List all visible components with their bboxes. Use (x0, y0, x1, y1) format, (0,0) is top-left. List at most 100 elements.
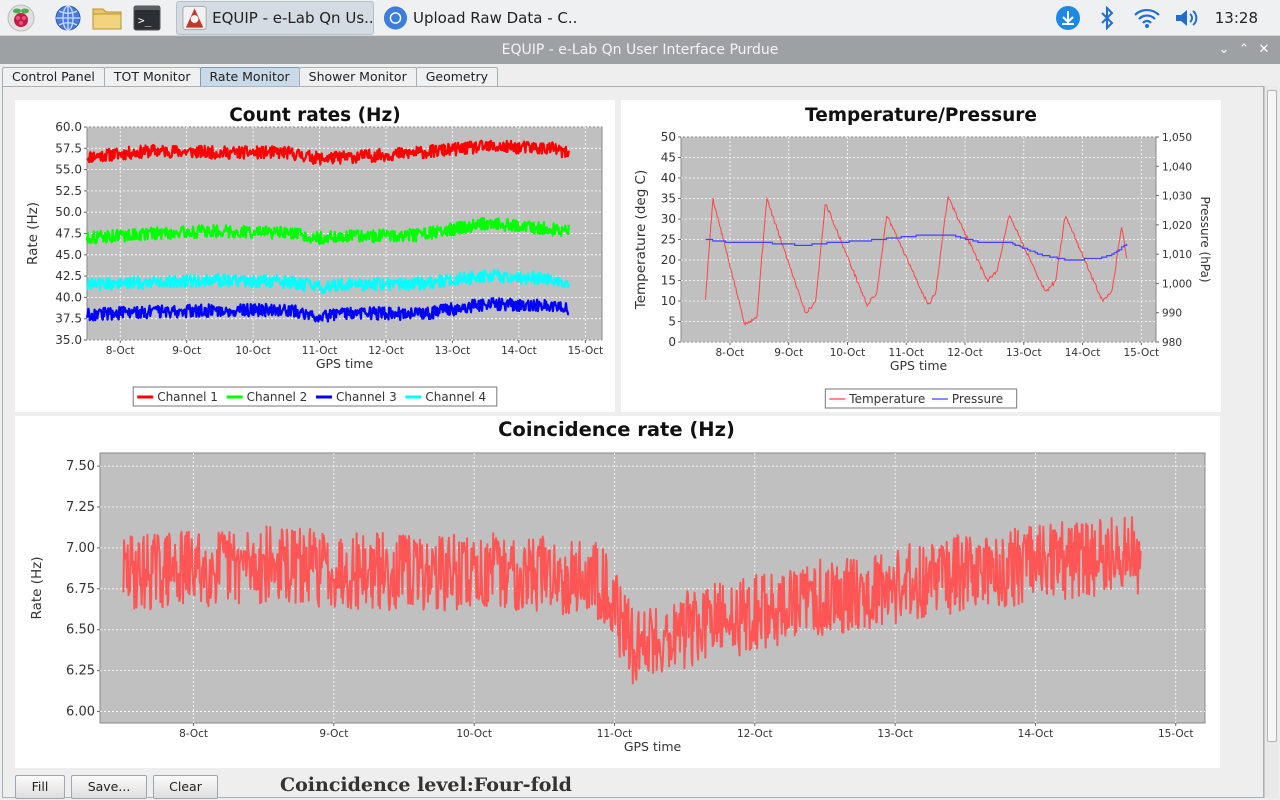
series-line-temperature (705, 196, 1128, 326)
y-tick-label: 42.5 (55, 269, 82, 283)
x-tick-label: 9-Oct (319, 728, 348, 740)
java-app-icon (182, 5, 207, 31)
y2-tick-label: 1,040 (1162, 161, 1192, 173)
x-tick-label: 12-Oct (368, 345, 404, 357)
y-tick-label: 7.00 (66, 541, 95, 556)
y-tick-label: 6.25 (66, 664, 95, 679)
fill-button[interactable]: Fill (15, 775, 65, 799)
y-tick-label: 60.0 (55, 120, 82, 134)
y-tick-label: 35 (661, 192, 676, 206)
series-line-pressure (705, 234, 1128, 261)
taskbar-task-equip[interactable]: EQUIP - e-Lab Qn Us... (176, 1, 374, 35)
legend-entry: Channel 3 (336, 390, 397, 404)
tab-rate-monitor[interactable]: Rate Monitor (199, 67, 300, 86)
window-maximize-icon[interactable]: ⌃ (1238, 42, 1250, 57)
svg-text:>_: >_ (138, 14, 152, 27)
y2-tick-label: 1,000 (1162, 278, 1192, 290)
tab-bar: Control Panel TOT Monitor Rate Monitor S… (2, 67, 499, 86)
y-tick-label: 57.5 (55, 141, 82, 155)
window-title: EQUIP - e-Lab Qn User Interface Purdue (501, 42, 779, 58)
chart-title: Count rates (Hz) (229, 105, 401, 126)
count-rates-chart: Count rates (Hz) 8-Oct 9-Oct 10-Oct 11-Oct 12… (15, 100, 615, 412)
x-tick-label: 12-Oct (737, 728, 773, 740)
chromium-icon (383, 6, 408, 30)
x-tick-label: 9-Oct (172, 345, 201, 357)
x-tick-label: 15-Oct (568, 345, 604, 357)
legend-entry: Channel 4 (425, 390, 486, 404)
vertical-scrollbar[interactable] (1264, 86, 1278, 798)
y-tick-label: 47.5 (55, 227, 82, 241)
series-line-coincidence (122, 516, 1142, 685)
taskbar-task-upload[interactable]: Upload Raw Data - C... (378, 1, 576, 35)
bluetooth-icon[interactable] (1092, 2, 1122, 34)
tab-control-panel[interactable]: Control Panel (2, 67, 105, 86)
chart-svg: Count rates (Hz) 8-Oct 9-Oct 10-Oct 11-Oct 12… (25, 105, 604, 407)
y-tick-label: 50.0 (55, 205, 82, 219)
y-tick-label: 40.0 (55, 290, 82, 304)
x-tick-label: 10-Oct (830, 347, 866, 359)
x-tick-label: 14-Oct (1018, 728, 1054, 740)
legend-box (132, 386, 498, 407)
x-tick-label: 14-Oct (501, 345, 537, 357)
y2-tick-label: 1,030 (1162, 191, 1192, 203)
legend-entry: Pressure (952, 392, 1003, 406)
y-tick-label: 55.0 (55, 163, 82, 177)
y-tick-label: 45 (661, 151, 676, 165)
y-tick-label: 45.0 (55, 248, 82, 262)
tab-tot-monitor[interactable]: TOT Monitor (103, 67, 201, 86)
volume-icon[interactable] (1172, 2, 1202, 34)
window-minimize-icon[interactable]: ⌄ (1218, 42, 1230, 57)
clear-button[interactable]: Clear (153, 775, 218, 799)
y-tick-label: 7.50 (66, 459, 95, 474)
scrollbar-thumb[interactable] (1267, 90, 1277, 742)
x-tick-label: 8-Oct (716, 347, 745, 359)
save-button[interactable]: Save... (71, 775, 147, 799)
y-tick-label: 7.25 (66, 500, 95, 515)
y-tick-label: 6.50 (66, 623, 95, 638)
wifi-icon[interactable] (1132, 2, 1162, 34)
y-tick-label: 35.0 (55, 333, 82, 347)
y-axis-label: Rate (Hz) (29, 556, 45, 619)
legend-entry: Channel 2 (247, 390, 308, 404)
terminal-icon[interactable]: >_ (131, 2, 163, 34)
y2-tick-label: 1,010 (1162, 249, 1192, 261)
web-browser-icon[interactable] (52, 2, 84, 34)
y2-tick-label: 1,050 (1162, 132, 1192, 144)
y-tick-label: 10 (661, 294, 676, 308)
x-axis-label: GPS time (624, 739, 682, 754)
y-tick-label: 30 (661, 212, 676, 226)
download-icon[interactable] (1053, 2, 1083, 34)
y-tick-label: 5 (668, 315, 676, 329)
chart-legend: Channel 1 Channel 2 Channel 3 Channel 4 (132, 386, 498, 407)
coincidence-level-label: Coincidence level:Four-fold (280, 774, 572, 796)
tab-shower-monitor[interactable]: Shower Monitor (298, 67, 417, 86)
file-manager-icon[interactable] (91, 2, 123, 34)
legend-entry: Channel 1 (157, 390, 218, 404)
x-tick-label: 14-Oct (1065, 347, 1101, 359)
y-axis-label: Rate (Hz) (25, 202, 41, 265)
y-tick-label: 40 (661, 171, 676, 185)
raspberry-menu-icon[interactable] (5, 2, 37, 34)
y-tick-label: 25 (661, 233, 676, 247)
x-tick-label: 13-Oct (877, 728, 913, 740)
chart-title: Temperature/Pressure (805, 105, 1037, 126)
x-tick-label: 11-Oct (888, 347, 924, 359)
y-axis-label: Temperature (deg C) (633, 170, 649, 311)
chart-svg: Coincidence rate (Hz) 8-Oct 9-Oct 10-Oct 11-… (29, 418, 1206, 754)
x-tick-label: 9-Oct (774, 347, 803, 359)
x-tick-label: 10-Oct (456, 728, 492, 740)
y-tick-label: 50 (661, 130, 676, 144)
x-axis-label: GPS time (890, 358, 948, 373)
y-tick-label: 15 (661, 274, 676, 288)
window-titlebar: EQUIP - e-Lab Qn User Interface Purdue ⌄… (0, 36, 1280, 64)
taskbar-task-label: Upload Raw Data - C... (412, 9, 576, 27)
window-close-icon[interactable]: ✕ (1258, 42, 1270, 57)
legend-entry: Temperature (848, 392, 925, 406)
x-tick-label: 8-Oct (179, 728, 208, 740)
x-axis-label: GPS time (316, 356, 374, 371)
taskbar: >_ EQUIP - e-Lab Qn Us... Upload Raw Dat… (0, 0, 1280, 36)
x-tick-label: 10-Oct (235, 345, 271, 357)
y-tick-label: 52.5 (55, 184, 82, 198)
x-tick-label: 8-Oct (106, 345, 135, 357)
tab-geometry[interactable]: Geometry (415, 67, 499, 86)
